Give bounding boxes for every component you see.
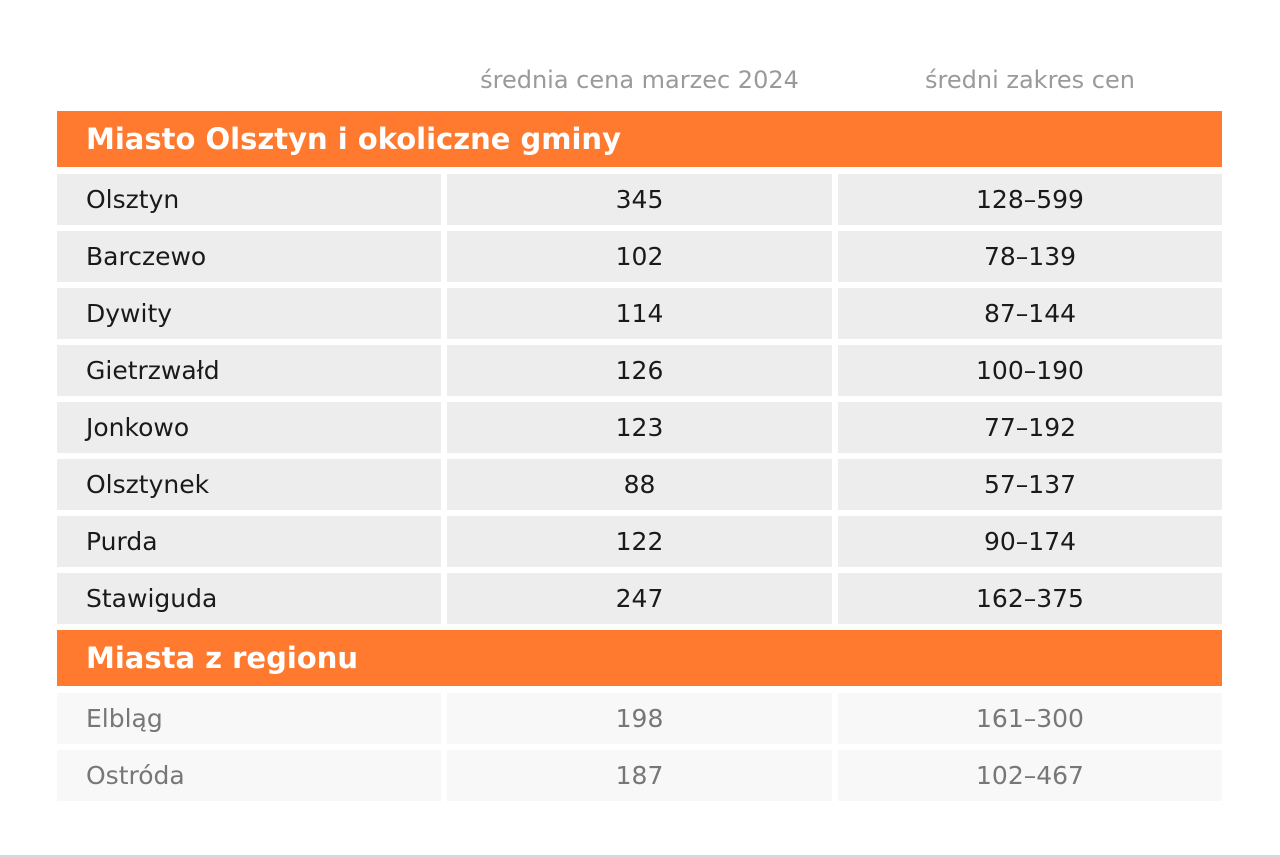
row-value: 90–174: [838, 516, 1222, 567]
row-value: 162–375: [838, 573, 1222, 624]
row-value: 114: [447, 288, 832, 339]
row-value: 100–190: [838, 345, 1222, 396]
row-name: Purda: [57, 516, 441, 567]
row-value: 126: [447, 345, 832, 396]
section-header: Miasto Olsztyn i okoliczne gminy: [57, 111, 1222, 167]
bottom-border: [0, 855, 1280, 858]
row-value: 122: [447, 516, 832, 567]
row-value: 123: [447, 402, 832, 453]
row-name: Elbląg: [57, 693, 441, 744]
row-value: 187: [447, 750, 832, 801]
row-value: 77–192: [838, 402, 1222, 453]
row-value: 128–599: [838, 174, 1222, 225]
row-value: 102: [447, 231, 832, 282]
row-value: 198: [447, 693, 832, 744]
row-name: Jonkowo: [57, 402, 441, 453]
row-value: 87–144: [838, 288, 1222, 339]
row-name: Dywity: [57, 288, 441, 339]
row-value: 247: [447, 573, 832, 624]
row-name: Ostróda: [57, 750, 441, 801]
row-value: 102–467: [838, 750, 1222, 801]
row-value: 88: [447, 459, 832, 510]
row-name: Olsztynek: [57, 459, 441, 510]
row-name: Stawiguda: [57, 573, 441, 624]
row-name: Gietrzwałd: [57, 345, 441, 396]
row-name: Olsztyn: [57, 174, 441, 225]
row-value: 57–137: [838, 459, 1222, 510]
section-header: Miasta z regionu: [57, 630, 1222, 686]
row-value: 161–300: [838, 693, 1222, 744]
column-header: średni zakres cen: [925, 66, 1135, 94]
row-value: 345: [447, 174, 832, 225]
row-value: 78–139: [838, 231, 1222, 282]
row-name: Barczewo: [57, 231, 441, 282]
column-header: średnia cena marzec 2024: [480, 66, 799, 94]
